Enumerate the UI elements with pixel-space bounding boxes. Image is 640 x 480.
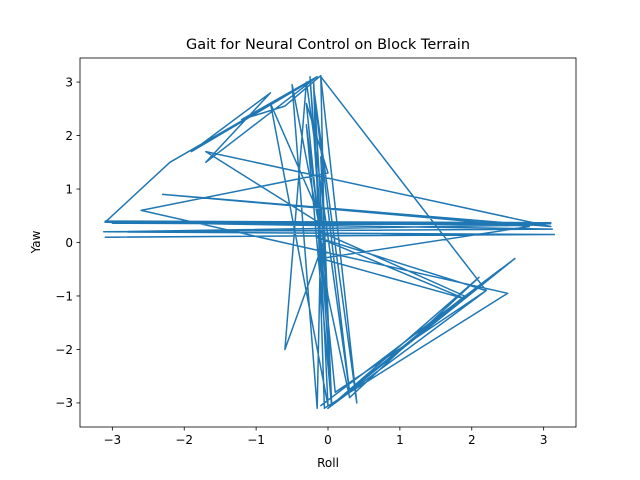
x-axis-label: Roll (317, 456, 339, 470)
plot-area (102, 74, 556, 410)
y-tick-label: −1 (55, 289, 73, 303)
y-tick-label: −3 (55, 396, 73, 410)
x-tick-label: 2 (468, 433, 476, 447)
x-axis: −3 −2 −1 0 1 2 3 (103, 427, 547, 447)
series-line (102, 74, 556, 410)
y-tick-label: 2 (65, 129, 73, 143)
y-tick-label: 1 (65, 182, 73, 196)
x-tick-label: 1 (396, 433, 404, 447)
y-tick-label: −2 (55, 343, 73, 357)
y-tick-label: 3 (65, 75, 73, 89)
y-axis-label: Yaw (29, 230, 43, 254)
y-tick-label: 0 (65, 236, 73, 250)
x-tick-label: 3 (540, 433, 548, 447)
x-tick-label: −2 (175, 433, 193, 447)
x-tick-label: −1 (247, 433, 265, 447)
chart-title: Gait for Neural Control on Block Terrain (186, 37, 470, 53)
x-tick-label: 0 (324, 433, 332, 447)
x-tick-label: −3 (103, 433, 121, 447)
y-axis: −3 −2 −1 0 1 2 3 (55, 75, 80, 410)
